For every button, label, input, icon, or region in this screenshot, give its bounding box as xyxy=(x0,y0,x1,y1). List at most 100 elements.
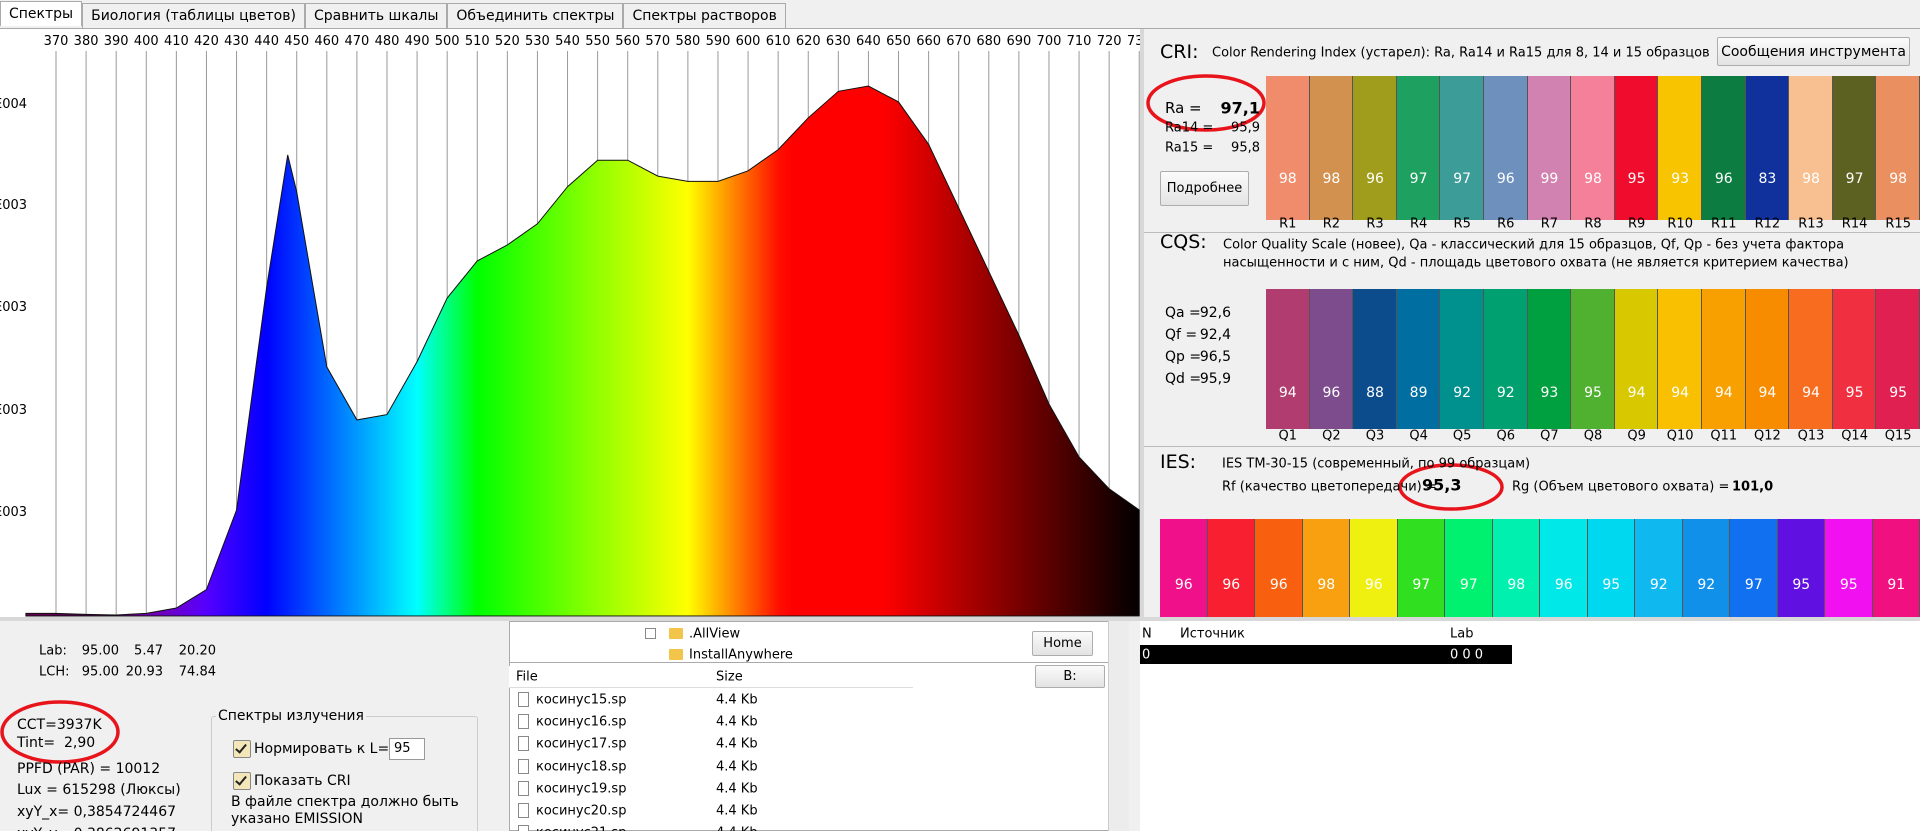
x-tick-label: 690 xyxy=(1006,34,1031,49)
y-tick-label: E003 xyxy=(0,198,27,213)
color-swatch xyxy=(1440,289,1484,429)
tab[interactable]: Спектры растворов xyxy=(623,3,786,28)
swatch-label: R5 xyxy=(1453,216,1471,232)
swatch-value: 97 xyxy=(1744,577,1763,593)
column-header: Size xyxy=(716,669,743,685)
index-label: Qf = xyxy=(1165,327,1198,343)
button[interactable]: Home xyxy=(1032,631,1093,656)
color-swatch xyxy=(1484,76,1528,220)
color-swatch xyxy=(1484,289,1528,429)
color-swatch xyxy=(1789,289,1833,429)
swatch-value: 94 xyxy=(1671,385,1690,401)
swatch-label: Q2 xyxy=(1322,428,1341,444)
swatch-value: 98 xyxy=(1278,171,1297,187)
swatch-label: R6 xyxy=(1497,216,1515,232)
tab[interactable]: Спектры xyxy=(0,1,83,26)
section-description: Color Quality Scale (новее), Qa - класси… xyxy=(1223,237,1845,253)
tree-item[interactable]: .AllView xyxy=(689,626,741,642)
measurement: Lux = 615298 (Люксы) xyxy=(17,782,181,798)
swatch-value: 94 xyxy=(1278,385,1297,401)
color-swatch xyxy=(1309,289,1354,429)
color-swatch xyxy=(1571,289,1615,429)
x-tick-label: 710 xyxy=(1067,34,1092,49)
swatch-label: R4 xyxy=(1409,216,1428,232)
file-name[interactable]: косинус18.sp xyxy=(536,759,627,775)
color-swatch xyxy=(1745,76,1790,220)
file-name[interactable]: косинус20.sp xyxy=(536,803,627,819)
swatch-label: R8 xyxy=(1584,216,1602,232)
swatch-value: 92 xyxy=(1453,385,1472,401)
color-swatch xyxy=(1266,289,1310,429)
swatch-value: 99 xyxy=(1540,171,1559,187)
x-tick-label: 700 xyxy=(1037,34,1062,49)
checkbox[interactable] xyxy=(233,740,251,758)
number-input[interactable]: 95 xyxy=(389,738,425,760)
note: указано EMISSION xyxy=(231,811,363,827)
index-value: 92,6 xyxy=(1199,305,1231,321)
color-swatch xyxy=(1445,519,1493,617)
color-swatch xyxy=(1872,519,1920,617)
swatch-label: Q9 xyxy=(1627,428,1646,444)
lab-value: 20.20 xyxy=(178,643,216,659)
file-name[interactable]: косинус16.sp xyxy=(536,714,627,730)
x-tick-label: 440 xyxy=(254,34,279,49)
index-value: 95,9 xyxy=(1199,371,1231,387)
swatch-label: Q10 xyxy=(1666,428,1694,444)
swatch-label: R7 xyxy=(1540,216,1559,232)
swatch-value: 91 xyxy=(1887,577,1906,593)
file-name[interactable]: косинус19.sp xyxy=(536,781,627,797)
index-value: 97,1 xyxy=(1220,98,1260,118)
x-tick-label: 460 xyxy=(314,34,339,49)
swatch-label: R15 xyxy=(1885,216,1911,232)
spectrum-chart: 370 380 390 400 410 420 430 440 450 460 470 480 490 5… xyxy=(0,29,1140,617)
button[interactable]: B: xyxy=(1035,665,1105,688)
color-swatch xyxy=(1702,76,1746,220)
swatch-value: 95 xyxy=(1584,385,1602,401)
file-icon xyxy=(518,736,529,752)
x-tick-label: 520 xyxy=(495,34,520,49)
tab[interactable]: Объединить спектры xyxy=(447,3,624,28)
index-value: 96,5 xyxy=(1199,349,1231,365)
file-name[interactable]: косинус15.sp xyxy=(536,692,627,708)
swatch-label: Q7 xyxy=(1540,428,1559,444)
color-swatch xyxy=(1614,76,1659,220)
index-label: Qd = xyxy=(1165,371,1202,387)
x-tick-label: 530 xyxy=(525,34,550,49)
color-swatch xyxy=(1397,519,1445,617)
color-swatch xyxy=(1527,289,1572,429)
x-tick-label: 720 xyxy=(1097,34,1122,49)
tree-item[interactable]: InstallAnywhere xyxy=(689,647,793,663)
swatch-value: 96 xyxy=(1714,171,1733,187)
swatch-label: R14 xyxy=(1841,216,1868,232)
spectrum-curve xyxy=(25,85,1140,617)
column-header: Источник xyxy=(1180,626,1245,642)
file-icon xyxy=(518,692,529,707)
folder-icon xyxy=(669,628,683,639)
file-size: 4.4 Kb xyxy=(716,826,758,831)
color-swatch xyxy=(1730,519,1778,617)
checkbox[interactable] xyxy=(233,772,251,790)
file-size: 4.4 Kb xyxy=(716,759,758,775)
file-name[interactable]: косинус21.sp xyxy=(536,826,626,831)
measurement: xyY_x= 0,3854724467 xyxy=(17,804,177,820)
color-swatch xyxy=(1353,289,1397,429)
separator xyxy=(1144,232,1920,233)
color-swatch xyxy=(1396,289,1441,429)
cell: 0 xyxy=(1142,647,1151,663)
button[interactable]: Сообщения инструмента xyxy=(1717,37,1910,66)
swatch-label: Q4 xyxy=(1409,428,1428,444)
checkbox-label: Нормировать к L= xyxy=(254,741,390,757)
button[interactable]: Подробнее xyxy=(1160,171,1249,206)
tab[interactable]: Биология (таблицы цветов) xyxy=(82,3,305,28)
swatch-label: Q12 xyxy=(1754,428,1781,444)
color-swatch xyxy=(1396,76,1441,220)
color-swatch xyxy=(1825,519,1873,617)
swatch-value: 95 xyxy=(1839,577,1858,593)
file-name[interactable]: косинус17.sp xyxy=(536,736,627,752)
lch-label: LCH: xyxy=(39,664,70,680)
tab[interactable]: Сравнить шкалы xyxy=(304,3,448,28)
x-tick-label: 450 xyxy=(284,34,309,49)
swatch-value: 98 xyxy=(1317,577,1336,593)
scrollbar[interactable] xyxy=(1108,621,1129,831)
index-value: 95,8 xyxy=(1231,140,1260,156)
